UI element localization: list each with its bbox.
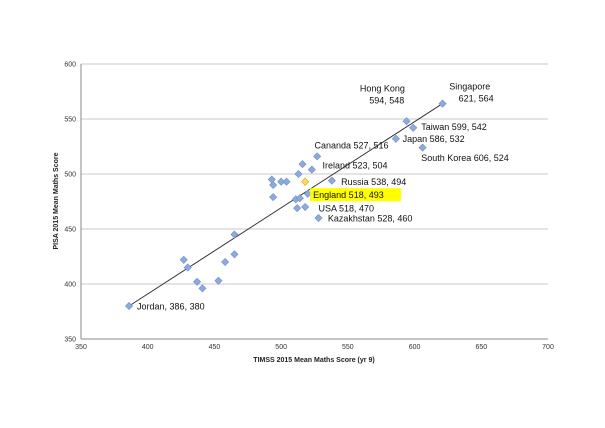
data-point <box>438 99 447 108</box>
data-point <box>409 123 418 132</box>
x-axis-title: TIMSS 2015 Mean Maths Score (yr 9) <box>253 357 374 364</box>
point-label: South Korea 606, 524 <box>421 153 509 163</box>
data-point <box>402 117 411 126</box>
point-label: Kazakhstan 528, 460 <box>328 213 413 223</box>
data-point <box>391 134 400 143</box>
data-point <box>293 204 302 213</box>
data-point <box>282 177 291 186</box>
highlight-data-point <box>301 177 310 186</box>
data-point <box>221 257 230 267</box>
point-label: England 518, 493 <box>313 190 384 200</box>
data-point <box>230 230 239 239</box>
data-point <box>294 169 303 179</box>
data-points <box>125 99 447 311</box>
data-point <box>295 194 304 203</box>
point-label: Jordan, 386, 380 <box>137 301 205 311</box>
data-point <box>267 175 276 184</box>
y-tick-label: 600 <box>64 62 76 69</box>
y-tick-label: 500 <box>64 172 76 179</box>
data-point <box>418 143 427 152</box>
data-point <box>193 277 202 286</box>
data-point <box>183 263 192 272</box>
trendline <box>128 103 443 307</box>
point-label: Hong Kong <box>360 84 405 94</box>
x-tick-label: 350 <box>75 344 87 351</box>
point-label: 621, 564 <box>459 93 494 103</box>
point-label: Ireland 523, 504 <box>323 161 388 171</box>
y-tick-label: 450 <box>64 227 76 234</box>
x-tick-label: 400 <box>142 344 154 351</box>
grid-lines <box>81 63 548 285</box>
x-tick-label: 450 <box>209 344 221 351</box>
data-point <box>277 177 286 186</box>
data-point <box>307 165 316 174</box>
data-point <box>327 176 336 185</box>
y-tick-label: 550 <box>64 117 76 124</box>
data-point <box>313 152 322 161</box>
point-label: Taiwan 599, 542 <box>421 122 487 132</box>
x-tick-label: 650 <box>475 344 487 351</box>
data-point <box>269 193 278 202</box>
tick-labels: 350 400 450 500 550 600 650 700 350 400 450 500 550 6… <box>64 62 554 352</box>
data-point <box>230 250 239 259</box>
y-axis-title: PISA 2015 Mean Maths Score <box>53 152 60 249</box>
point-label: Russia 538, 494 <box>341 177 406 187</box>
x-tick-label: 500 <box>275 344 287 351</box>
y-tick-label: 350 <box>64 337 76 344</box>
data-point <box>179 255 188 264</box>
data-point <box>301 202 310 212</box>
data-point <box>214 276 223 285</box>
data-point <box>125 301 134 311</box>
highlight-label-background <box>310 188 401 202</box>
point-label: Cananda 527, 516 <box>315 141 389 151</box>
data-point <box>298 160 307 169</box>
x-tick-label: 600 <box>409 344 421 351</box>
y-tick-label: 400 <box>64 282 76 289</box>
point-label: 594, 548 <box>369 96 404 106</box>
point-label: Singapore <box>449 81 490 91</box>
point-labels: Jordan, 386, 380 Singapore 621, 564 Hong Ko… <box>137 81 509 311</box>
point-label: USA 518, 470 <box>319 203 375 213</box>
x-tick-label: 550 <box>342 344 354 351</box>
point-label: Japan 586, 532 <box>403 134 465 144</box>
data-point <box>314 213 323 223</box>
x-tick-label: 700 <box>542 344 554 351</box>
data-point <box>198 284 207 293</box>
data-point <box>269 180 278 190</box>
